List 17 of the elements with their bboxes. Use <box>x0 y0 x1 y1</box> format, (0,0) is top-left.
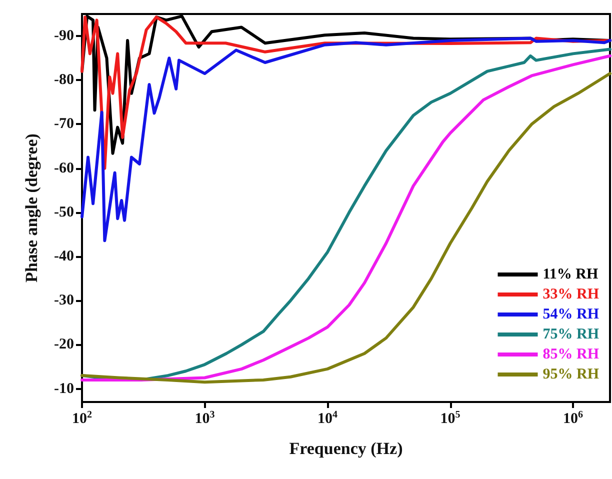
y-tick-label: -70 <box>54 116 74 132</box>
legend-label: 33% RH <box>542 286 600 302</box>
y-tick-label: -50 <box>54 204 74 220</box>
y-tick-label: -20 <box>54 336 74 353</box>
y-axis-title: Phase angle (degree) <box>22 134 41 282</box>
y-tick-label: -90 <box>54 28 74 44</box>
legend-label: 75% RH <box>542 326 600 342</box>
y-tick-label: -60 <box>54 160 74 176</box>
legend-label: 95% RH <box>542 366 600 382</box>
y-tick-label: -40 <box>54 248 74 264</box>
y-tick-label: -30 <box>54 292 74 309</box>
legend-label: 85% RH <box>542 346 600 362</box>
y-tick-label: -80 <box>54 72 74 88</box>
legend-label: 54% RH <box>542 306 600 322</box>
y-tick-label: -10 <box>54 380 74 397</box>
legend-label: 11% RH <box>542 266 599 282</box>
x-axis-title: Frequency (Hz) <box>289 439 403 458</box>
